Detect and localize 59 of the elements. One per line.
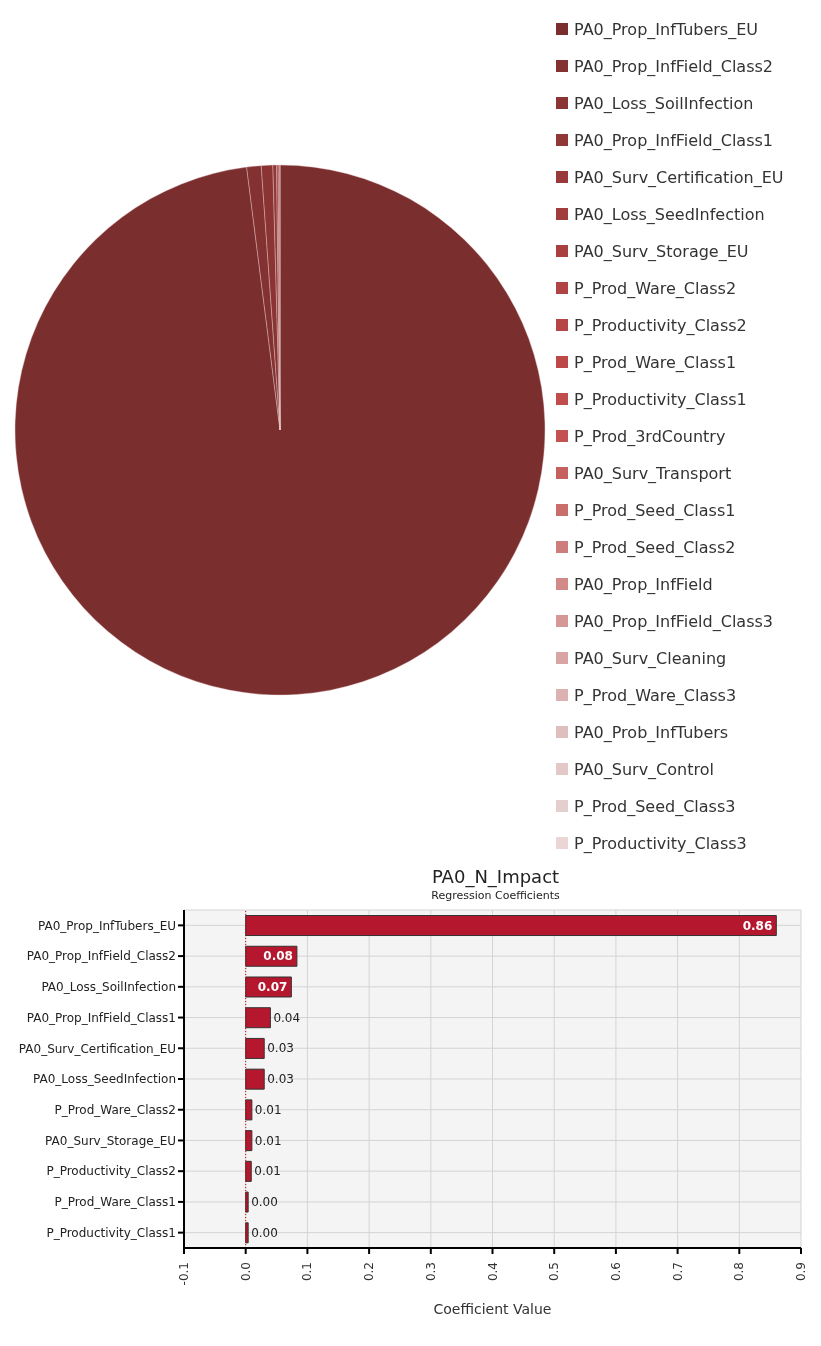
data-label: 0.08 (263, 949, 293, 964)
y-tick-label: PA0_Surv_Storage_EU (45, 1133, 176, 1148)
legend-label: PA0_Surv_Storage_EU (574, 241, 749, 261)
legend-label: PA0_Surv_Transport (574, 463, 732, 483)
x-tick-label: 0.5 (547, 1262, 562, 1282)
legend-label: P_Prod_Seed_Class1 (574, 500, 736, 520)
legend-label: PA0_Loss_SoilInfection (574, 93, 754, 113)
legend-label: PA0_Prop_InfField_Class3 (574, 611, 773, 631)
y-tick-label: PA0_Prop_InfTubers_EU (38, 918, 176, 933)
x-tick-label: 0.4 (485, 1262, 500, 1282)
x-tick-label: 0.0 (238, 1262, 253, 1282)
x-tick-label: 0.3 (423, 1262, 438, 1282)
y-tick-label: PA0_Loss_SeedInfection (33, 1072, 176, 1087)
legend-label: P_Prod_Seed_Class3 (574, 796, 736, 816)
legend-label: PA0_Prop_InfTubers_EU (574, 19, 758, 39)
data-label: 0.03 (267, 1041, 294, 1056)
legend-label: P_Prod_Seed_Class2 (574, 537, 736, 557)
chart-subtitle: Regression Coefficients (430, 889, 561, 902)
legend-label: P_Prod_Ware_Class3 (574, 685, 737, 705)
data-label: 0.00 (251, 1225, 278, 1240)
legend-label: P_Prod_Ware_Class1 (574, 352, 737, 372)
data-label: 0.00 (251, 1195, 278, 1210)
x-tick-label: 0.2 (362, 1262, 377, 1282)
x-tick-label: 0.8 (732, 1262, 747, 1282)
y-tick-label: PA0_Loss_SoilInfection (41, 980, 176, 995)
x-axis-title: Coefficient Value (433, 1301, 552, 1317)
data-label: 0.07 (257, 979, 288, 994)
legend-label: PA0_Surv_Control (574, 759, 714, 779)
y-tick-label: PA0_Prop_InfField_Class1 (26, 1010, 176, 1025)
y-tick-label: PA0_Prop_InfField_Class2 (26, 949, 176, 964)
y-tick-label: P_Productivity_Class2 (46, 1164, 176, 1179)
x-tick-label: 0.1 (300, 1262, 315, 1282)
data-label: 0.01 (254, 1102, 282, 1117)
x-tick-label: 0.6 (608, 1262, 623, 1282)
legend-label: PA0_Prop_InfField (574, 574, 713, 594)
y-tick-label: PA0_Surv_Certification_EU (18, 1041, 176, 1056)
legend-label: PA0_Surv_Certification_EU (574, 167, 784, 187)
legend-label: P_Prod_3rdCountry (574, 426, 726, 446)
data-label: 0.01 (254, 1164, 281, 1179)
y-tick-label: P_Prod_Ware_Class2 (54, 1102, 176, 1117)
data-label: 0.01 (254, 1133, 282, 1148)
legend-label: PA0_Loss_SeedInfection (574, 204, 765, 224)
legend-label: PA0_Prop_InfField_Class2 (574, 56, 773, 76)
legend-label: P_Productivity_Class3 (574, 833, 747, 853)
chart-title: PA0_N_Impact (430, 866, 561, 887)
legend-label: P_Prod_Ware_Class2 (574, 278, 737, 298)
data-label: 0.04 (273, 1010, 301, 1025)
data-label: 0.86 (742, 918, 773, 933)
legend-label: P_Productivity_Class2 (574, 315, 747, 335)
legend-label: P_Productivity_Class1 (574, 389, 747, 409)
y-tick-label: P_Productivity_Class1 (46, 1225, 176, 1240)
x-tick-label: 0.9 (794, 1262, 808, 1282)
legend-label: PA0_Prop_InfField_Class1 (574, 130, 773, 150)
y-tick-label: P_Prod_Ware_Class1 (54, 1195, 176, 1210)
data-label: 0.03 (267, 1072, 294, 1087)
legend-label: PA0_Surv_Cleaning (574, 648, 727, 668)
legend-label: PA0_Prob_InfTubers (574, 722, 729, 742)
x-tick-label: 0.7 (670, 1262, 685, 1282)
x-tick-label: -0.1 (177, 1262, 191, 1286)
